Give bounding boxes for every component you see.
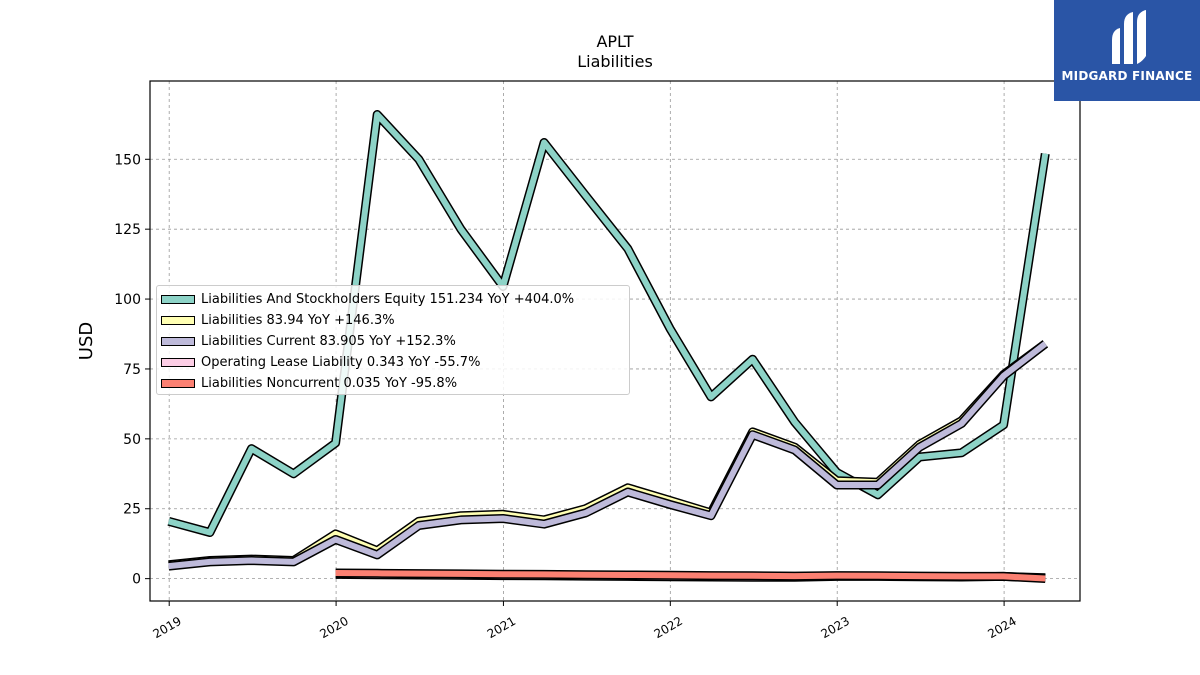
series-liabilities-and-stockholders-equity: [167, 110, 1050, 537]
y-tick-label: 125: [114, 222, 141, 238]
legend-label: Liabilities Current 83.905 YoY +152.3%: [201, 334, 456, 349]
legend-item: Liabilities Noncurrent 0.035 YoY -95.8%: [161, 373, 629, 394]
y-axis-label: USD: [76, 322, 97, 360]
x-tick-label: 2022: [652, 614, 685, 641]
series-layer: [167, 110, 1050, 583]
series-line: [335, 570, 1046, 582]
y-tick-label: 100: [114, 292, 141, 308]
series-liabilities-current: [168, 340, 1049, 571]
legend-item: Liabilities 83.94 YoY +146.3%: [161, 310, 629, 331]
legend-swatch: [161, 358, 195, 367]
legend-label: Liabilities 83.94 YoY +146.3%: [201, 313, 395, 328]
y-tick-label: 75: [123, 362, 141, 378]
legend: Liabilities And Stockholders Equity 151.…: [156, 285, 630, 395]
x-tick-label: 2021: [485, 614, 518, 641]
y-tick-label: 150: [114, 152, 141, 168]
logo-text: MIDGARD FINANCE: [1061, 69, 1193, 83]
legend-swatch: [161, 337, 195, 346]
legend-label: Liabilities Noncurrent 0.035 YoY -95.8%: [201, 376, 458, 391]
legend-label: Operating Lease Liability 0.343 YoY -55.…: [201, 355, 481, 370]
y-tick-label: 0: [132, 572, 141, 588]
legend-item: Liabilities Current 83.905 YoY +152.3%: [161, 331, 629, 352]
plot-frame: [149, 80, 1081, 602]
x-axis: 2019 2020 2021 2022 2023 2024: [150, 601, 1019, 641]
x-tick-label: 2019: [150, 614, 183, 641]
x-tick-label: 2024: [985, 614, 1018, 641]
legend-label: Liabilities And Stockholders Equity 151.…: [201, 292, 575, 307]
series-line: [167, 111, 1049, 536]
legend-swatch: [161, 379, 195, 388]
series-line: [168, 341, 1048, 570]
brand-logo: MIDGARD FINANCE: [1054, 0, 1200, 101]
legend-item: Liabilities And Stockholders Equity 151.…: [161, 289, 629, 310]
legend-swatch: [161, 316, 195, 325]
legend-item: Operating Lease Liability 0.343 YoY -55.…: [161, 352, 629, 373]
logo-mark-icon: [1112, 10, 1146, 64]
x-tick-label: 2020: [317, 614, 350, 641]
x-tick-label: 2023: [818, 614, 851, 641]
y-axis: 0 25 50 75 100 125 150: [114, 152, 150, 588]
chart-subtitle: Liabilities: [577, 52, 653, 71]
chart-title: APLT: [596, 32, 633, 51]
y-tick-label: 50: [123, 432, 141, 448]
y-tick-label: 25: [123, 502, 141, 518]
series-liabilities-noncurrent: [335, 568, 1046, 583]
legend-swatch: [161, 295, 195, 304]
